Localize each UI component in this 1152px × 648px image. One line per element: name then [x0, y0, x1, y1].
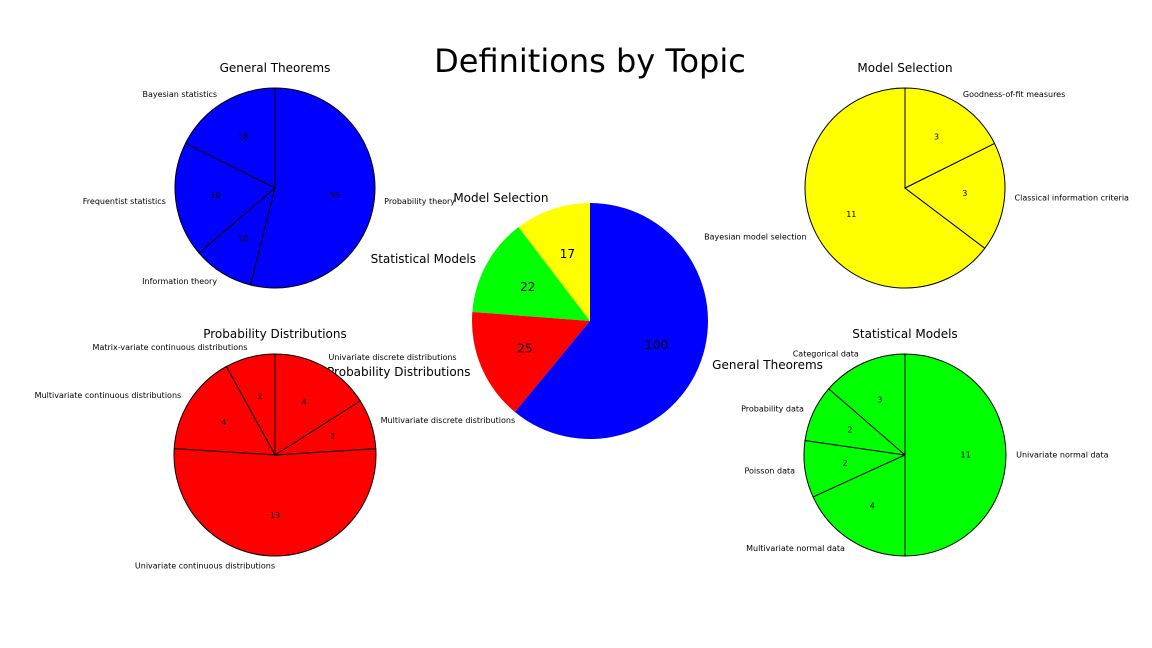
pie-chart-model-selection: 11 Bayesian model selection 3 Classical inf… [704, 61, 1130, 289]
pie-title-probability-distributions: Probability Distributions [203, 327, 347, 341]
pie-slice-goodness-of-fit-measures [904, 87, 996, 189]
slice-value-univariate-continuous-distributions: 13 [270, 511, 280, 520]
slice-label-general-theorems: General Theorems [712, 358, 823, 372]
slice-value-model-selection: 17 [560, 247, 575, 261]
pie-title-general-theorems: General Theorems [220, 61, 331, 75]
slice-value-goodness-of-fit-measures: 3 [934, 132, 939, 141]
slice-label-univariate-discrete-distributions: Univariate discrete distributions [329, 353, 457, 362]
slice-value-classical-information-criteria: 3 [962, 189, 967, 198]
slice-label-categorical-data: Categorical data [793, 349, 859, 358]
slice-label-multivariate-normal-data: Multivariate normal data [746, 544, 845, 553]
slice-label-univariate-normal-data: Univariate normal data [1016, 451, 1108, 460]
slice-value-categorical-data: 3 [877, 395, 882, 404]
slice-label-probability-theory: Probability theory [384, 197, 455, 206]
slice-value-multivariate-normal-data: 4 [870, 501, 875, 510]
slice-label-bayesian-statistics: Bayesian statistics [142, 90, 217, 99]
slice-value-multivariate-discrete-distributions: 2 [330, 432, 335, 441]
pie-slice-categorical-data [827, 353, 906, 457]
pie-slice-general-theorems [514, 203, 708, 439]
pie-slice-model-selection [518, 203, 590, 321]
slice-label-information-theory: Information theory [142, 277, 217, 286]
pie-slice-multivariate-normal-data [812, 454, 906, 557]
slice-value-bayesian-model-selection: 11 [846, 210, 856, 219]
slice-label-matrix-variate-continuous-distributions: Matrix-variate continuous distributions [93, 343, 248, 352]
pie-chart-overview: 17 Model Selection 22 Statistical Models 25 P… [327, 191, 823, 439]
pie-slice-univariate-discrete-distributions [274, 353, 361, 456]
slice-value-statistical-models: 22 [520, 280, 535, 294]
slice-value-general-theorems: 100 [645, 338, 668, 352]
slice-label-frequentist-statistics: Frequentist statistics [83, 197, 166, 206]
slice-value-frequentist-statistics: 19 [210, 191, 220, 200]
slice-label-classical-information-criteria: Classical information criteria [1015, 194, 1130, 203]
pie-slice-statistical-models [472, 227, 590, 321]
pie-title-model-selection: Model Selection [857, 61, 952, 75]
pie-chart-statistical-models: 3 Categorical data 2 Probability data 2 Poiss… [741, 327, 1109, 557]
pie-slice-probability-distributions [471, 311, 590, 413]
slice-label-probability-data: Probability data [741, 404, 804, 413]
main-title: Definitions by Topic [434, 42, 746, 80]
slice-value-probability-theory: 55 [329, 191, 339, 200]
slice-value-probability-data: 2 [847, 425, 852, 434]
slice-value-bayesian-statistics: 18 [238, 132, 248, 141]
pie-slice-univariate-continuous-distributions [173, 448, 377, 557]
slice-label-multivariate-discrete-distributions: Multivariate discrete distributions [381, 416, 515, 425]
slice-value-poisson-data: 2 [842, 459, 847, 468]
pie-slice-multivariate-continuous-distributions [173, 365, 276, 456]
pie-chart-probability-distributions: 2 Matrix-variate continuous distributions… [35, 327, 515, 571]
slice-label-multivariate-continuous-distributions: Multivariate continuous distributions [35, 391, 182, 400]
slice-value-univariate-normal-data: 11 [961, 451, 971, 460]
slice-value-matrix-variate-continuous-distributions: 2 [257, 392, 262, 401]
pie-chart-general-theorems: 18 Bayesian statistics 19 Frequentist stati… [83, 61, 455, 289]
slice-label-poisson-data: Poisson data [744, 466, 795, 475]
pie-slice-univariate-normal-data [904, 353, 1007, 557]
slice-value-multivariate-continuous-distributions: 4 [221, 418, 226, 427]
slice-value-univariate-discrete-distributions: 4 [302, 397, 307, 406]
pie-title-statistical-models: Statistical Models [852, 327, 957, 341]
pie-slice-bayesian-statistics [184, 87, 276, 189]
pie-slice-frequentist-statistics [174, 142, 276, 254]
slice-label-statistical-models: Statistical Models [371, 252, 476, 266]
slice-value-probability-distributions: 25 [517, 342, 532, 356]
slice-label-probability-distributions: Probability Distributions [327, 365, 471, 379]
pie-slice-classical-information-criteria [904, 142, 1006, 249]
slice-label-goodness-of-fit-measures: Goodness-of-fit measures [963, 90, 1065, 99]
slice-value-information-theory: 10 [238, 235, 248, 244]
slice-label-bayesian-model-selection: Bayesian model selection [704, 233, 806, 242]
slice-label-univariate-continuous-distributions: Univariate continuous distributions [135, 562, 275, 571]
slice-label-model-selection: Model Selection [453, 191, 548, 205]
pie-slice-bayesian-model-selection [804, 87, 986, 289]
pie-slice-probability-theory [250, 87, 376, 289]
